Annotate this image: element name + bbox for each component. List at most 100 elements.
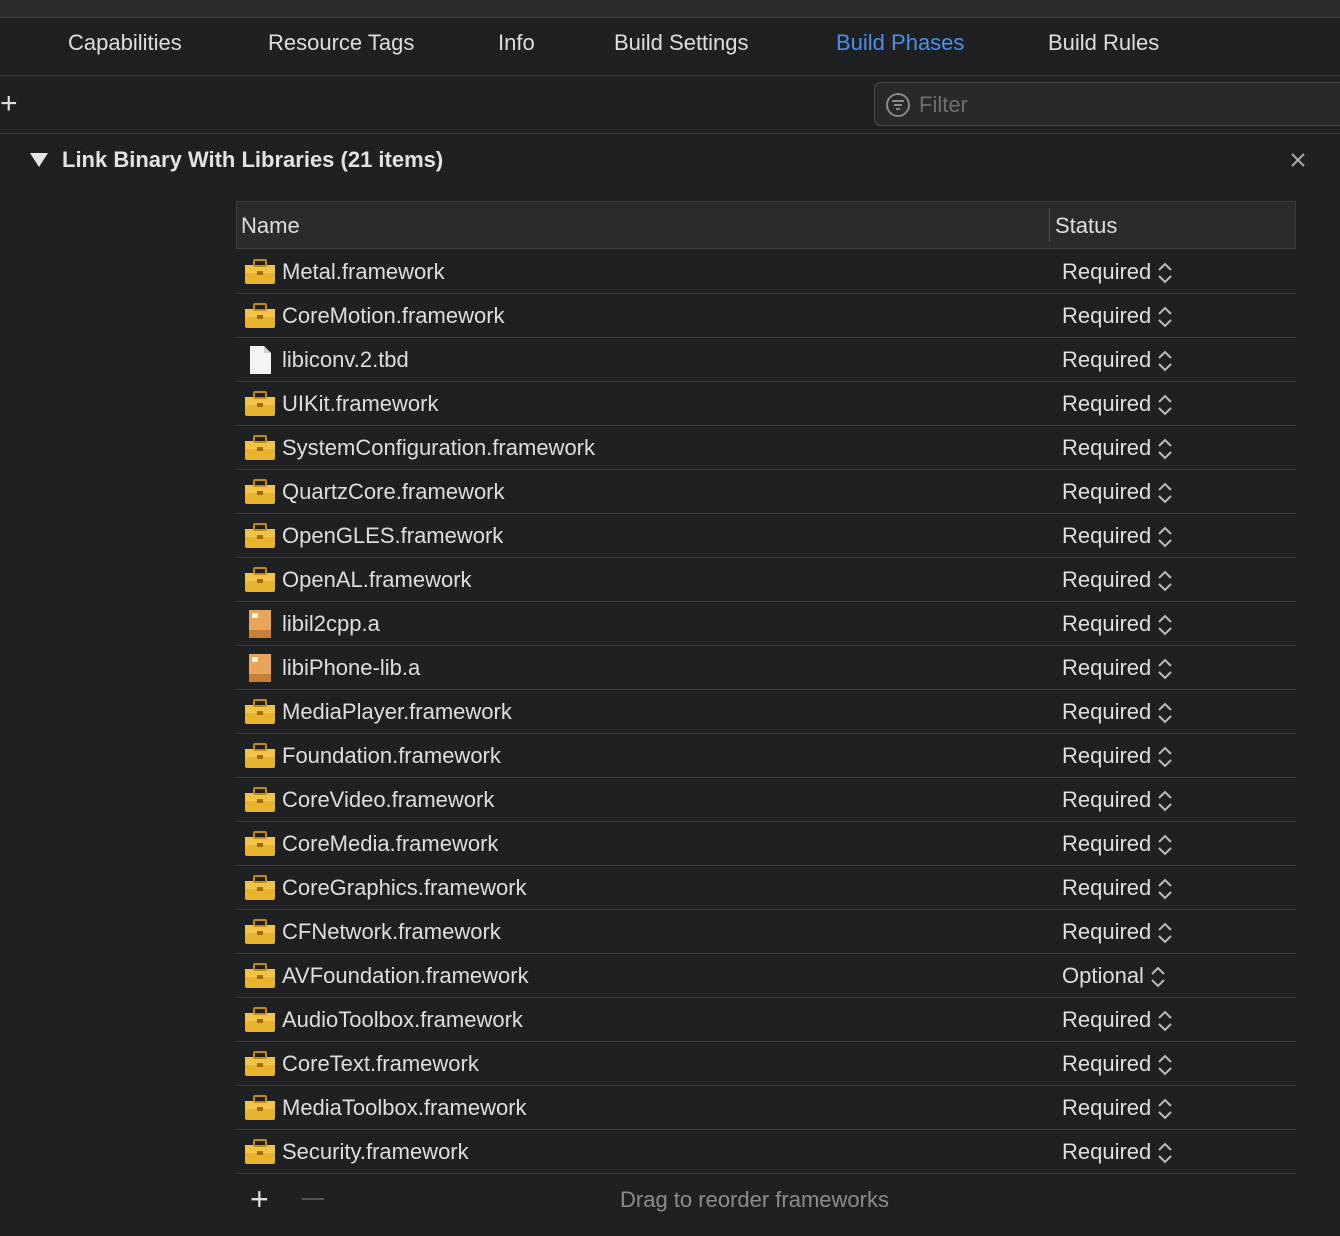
library-name: AVFoundation.framework	[282, 963, 529, 988]
filter-field[interactable]: Filter	[874, 82, 1340, 126]
table-row[interactable]: CoreMotion.framework Required	[236, 294, 1296, 338]
status-popup[interactable]: Required	[1062, 479, 1173, 505]
status-popup[interactable]: Required	[1062, 391, 1173, 417]
file-icon-framework	[244, 1006, 276, 1039]
file-icon-framework	[244, 434, 276, 467]
status-label: Required	[1062, 435, 1152, 460]
table-row[interactable]: OpenGLES.framework Required	[236, 514, 1296, 558]
table-row[interactable]: libil2cpp.a Required	[236, 602, 1296, 646]
library-name: CFNetwork.framework	[282, 919, 501, 944]
table-row[interactable]: CoreGraphics.framework Required	[236, 866, 1296, 910]
table-header: Name Status	[236, 201, 1296, 249]
status-label: Required	[1062, 919, 1152, 944]
add-button[interactable]: +	[0, 87, 18, 120]
table-row[interactable]: Metal.framework Required	[236, 250, 1296, 294]
table-row[interactable]: MediaPlayer.framework Required	[236, 690, 1296, 734]
popup-chevron	[1158, 658, 1172, 680]
status-popup[interactable]: Required	[1062, 919, 1173, 945]
status-popup[interactable]: Required	[1062, 259, 1173, 285]
file-icon-framework	[244, 918, 276, 951]
tab[interactable]: Capabilities	[68, 30, 182, 55]
disclosure-triangle[interactable]	[29, 151, 49, 169]
status-popup[interactable]: Required	[1062, 1007, 1173, 1033]
file-icon-framework	[244, 786, 276, 819]
status-popup[interactable]: Required	[1062, 347, 1173, 373]
table-row[interactable]: UIKit.framework Required	[236, 382, 1296, 426]
status-label: Required	[1062, 523, 1152, 548]
status-popup[interactable]: Required	[1062, 1095, 1173, 1121]
remove-item-button[interactable]	[302, 1198, 324, 1200]
table-row[interactable]: CoreText.framework Required	[236, 1042, 1296, 1086]
table-row[interactable]: AudioToolbox.framework Required	[236, 998, 1296, 1042]
table-row[interactable]: CoreVideo.framework Required	[236, 778, 1296, 822]
file-icon-framework	[244, 1138, 276, 1171]
add-item-button[interactable]: +	[250, 1181, 269, 1217]
popup-chevron	[1158, 262, 1172, 284]
library-name: CoreMedia.framework	[282, 831, 499, 856]
phase-title: Link Binary With Libraries (21 items)	[62, 147, 444, 172]
status-label: Required	[1062, 1051, 1152, 1076]
popup-chevron	[1158, 1010, 1172, 1032]
tab[interactable]: Build Phases	[836, 30, 965, 55]
file-icon-file	[244, 346, 276, 379]
file-icon-framework	[244, 742, 276, 775]
file-icon-framework	[244, 390, 276, 423]
table-row[interactable]: libiconv.2.tbd Required	[236, 338, 1296, 382]
status-popup[interactable]: Required	[1062, 743, 1173, 769]
table-row[interactable]: Security.framework Required	[236, 1130, 1296, 1174]
status-popup[interactable]: Required	[1062, 1051, 1173, 1077]
status-popup[interactable]: Required	[1062, 831, 1173, 857]
popup-chevron	[1158, 570, 1172, 592]
tab[interactable]: Build Rules	[1048, 30, 1160, 55]
tab[interactable]: Info	[498, 30, 535, 55]
divider	[0, 75, 1340, 76]
status-popup[interactable]: Required	[1062, 875, 1173, 901]
filter-placeholder: Filter	[919, 92, 968, 117]
table-row[interactable]: QuartzCore.framework Required	[236, 470, 1296, 514]
file-icon-framework	[244, 478, 276, 511]
status-popup[interactable]: Required	[1062, 523, 1173, 549]
status-popup[interactable]: Required	[1062, 655, 1173, 681]
status-popup[interactable]: Required	[1062, 435, 1173, 461]
status-label: Required	[1062, 611, 1152, 636]
status-popup[interactable]: Optional	[1062, 963, 1166, 989]
file-icon-framework	[244, 830, 276, 863]
table-row[interactable]: AVFoundation.framework Optional	[236, 954, 1296, 998]
library-name: SystemConfiguration.framework	[282, 435, 596, 460]
status-popup[interactable]: Required	[1062, 611, 1173, 637]
library-name: CoreMotion.framework	[282, 303, 505, 328]
table-row[interactable]: Foundation.framework Required	[236, 734, 1296, 778]
table-row[interactable]: SystemConfiguration.framework Required	[236, 426, 1296, 470]
library-name: OpenAL.framework	[282, 567, 472, 592]
library-name: MediaPlayer.framework	[282, 699, 512, 724]
table-row[interactable]: CFNetwork.framework Required	[236, 910, 1296, 954]
tab[interactable]: Build Settings	[614, 30, 749, 55]
popup-chevron	[1158, 526, 1172, 548]
status-label: Required	[1062, 347, 1152, 372]
status-popup[interactable]: Required	[1062, 1139, 1173, 1165]
status-label: Required	[1062, 391, 1152, 416]
table-row[interactable]: MediaToolbox.framework Required	[236, 1086, 1296, 1130]
status-popup[interactable]: Required	[1062, 787, 1173, 813]
status-popup[interactable]: Required	[1062, 699, 1173, 725]
status-popup[interactable]: Required	[1062, 567, 1173, 593]
divider	[0, 17, 1340, 18]
status-label: Required	[1062, 831, 1152, 856]
status-popup[interactable]: Required	[1062, 303, 1173, 329]
popup-chevron	[1158, 614, 1172, 636]
tab[interactable]: Resource Tags	[268, 30, 415, 55]
popup-chevron	[1158, 922, 1172, 944]
column-header[interactable]: Status	[1055, 213, 1118, 238]
status-label: Required	[1062, 479, 1152, 504]
table-row[interactable]: libiPhone-lib.a Required	[236, 646, 1296, 690]
table-row[interactable]: OpenAL.framework Required	[236, 558, 1296, 602]
column-header[interactable]: Name	[241, 213, 300, 238]
status-label: Required	[1062, 567, 1152, 592]
close-button[interactable]	[1290, 152, 1306, 168]
table-row[interactable]: CoreMedia.framework Required	[236, 822, 1296, 866]
status-label: Required	[1062, 743, 1152, 768]
library-name: UIKit.framework	[282, 391, 439, 416]
library-name: libiPhone-lib.a	[282, 655, 421, 680]
popup-chevron	[1158, 438, 1172, 460]
